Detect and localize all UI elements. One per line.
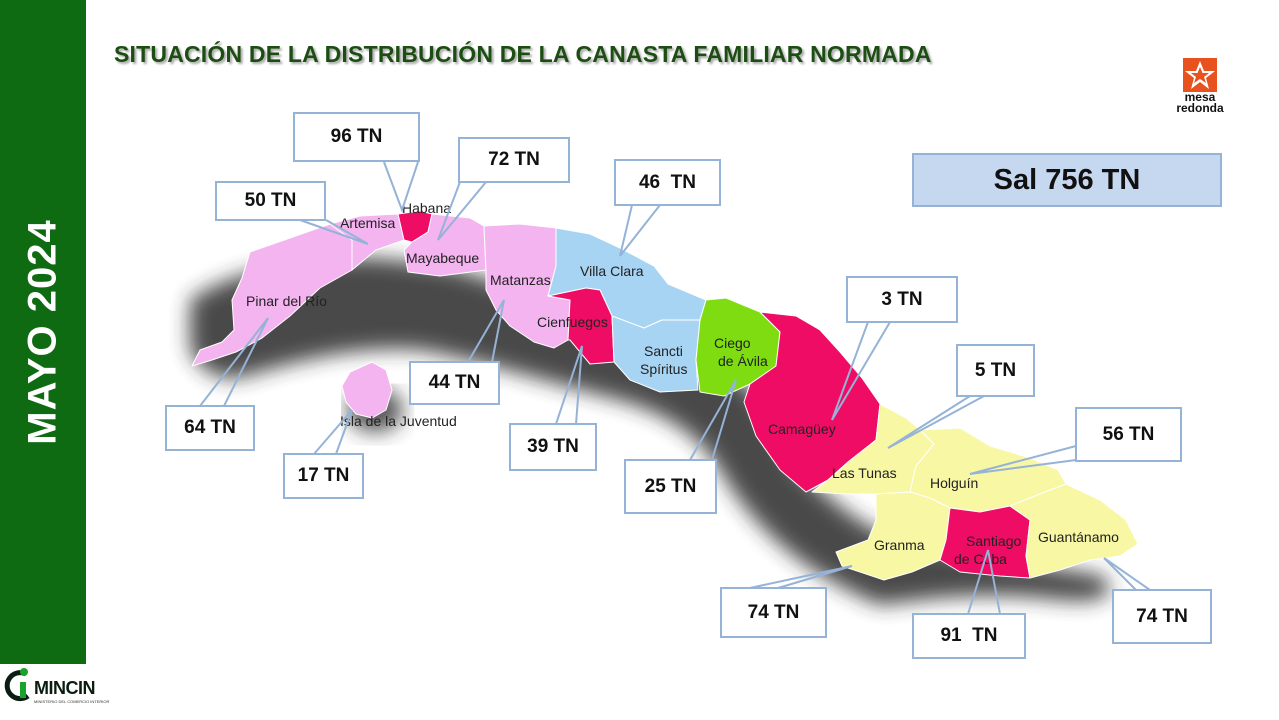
pointer-50 <box>299 219 369 245</box>
province-cienfuegos <box>547 287 615 365</box>
pointer-3 <box>831 321 891 421</box>
label-de-avila: de Ávila <box>718 353 768 369</box>
label-santiago: Santiago <box>966 533 1021 549</box>
callout-las-tunas: 5 TN <box>956 344 1035 397</box>
callout-isla-de-la-juventud: 17 TN <box>283 453 364 499</box>
pointer-74b <box>1103 557 1151 591</box>
province-granma <box>835 491 951 581</box>
page-title: SITUACIÓN DE LA DISTRIBUCIÓN DE LA CANAS… <box>114 41 932 67</box>
callout-cienfuegos: 39 TN <box>509 423 597 471</box>
label-habana: Habana <box>402 200 451 216</box>
label-mayabeque: Mayabeque <box>406 250 479 266</box>
logo-line1: mesa <box>1184 90 1216 104</box>
mincin-subtitle: MINISTERIO DEL COMERCIO INTERIOR <box>34 699 110 704</box>
province-artemisa <box>329 213 405 271</box>
label-spiritus: Spíritus <box>640 361 687 377</box>
label-ciego: Ciego <box>714 335 751 351</box>
callout-matanzas: 44 TN <box>409 361 500 405</box>
province-guantanamo <box>1009 483 1139 579</box>
pointer-17 <box>313 409 353 455</box>
pointer-74a <box>749 565 853 589</box>
label-de-cuba: de Cuba <box>954 551 1007 567</box>
label-camaguey: Camagüey <box>768 421 836 437</box>
mesa-redonda-logo: mesa redonda <box>1172 58 1228 116</box>
pointer-56 <box>969 445 1077 475</box>
label-holguin: Holguín <box>930 475 978 491</box>
map-shadow <box>190 257 1110 605</box>
callout-habana: 96 TN <box>293 112 420 162</box>
label-ciego-de-avila: Ciego de Ávila <box>714 335 768 369</box>
pointer-25 <box>689 379 737 461</box>
logo-line2: redonda <box>1176 101 1224 115</box>
label-granma: Granma <box>874 537 925 553</box>
label-sancti-spiritus: Sancti Spíritus <box>640 343 687 377</box>
mincin-logo: MINCIN MINISTERIO DEL COMERCIO INTERIOR <box>4 666 109 710</box>
callout-santiago-de-cuba: 91 TN <box>912 613 1026 659</box>
callout-holguin: 56 TN <box>1075 407 1182 462</box>
pointer-64 <box>199 317 269 407</box>
label-sancti: Sancti <box>644 343 683 359</box>
label-artemisa: Artemisa <box>340 215 395 231</box>
province-isla-de-la-juventud <box>341 361 393 419</box>
sidebar: MAYO 2024 <box>0 0 86 664</box>
callout-ciego-de-avila: 25 TN <box>624 459 717 514</box>
province-sancti-spiritus <box>611 315 701 393</box>
callout-pinar-del-rio: 64 TN <box>165 405 255 451</box>
callout-artemisa: 50 TN <box>215 181 326 221</box>
label-guantanamo: Guantánamo <box>1038 529 1119 545</box>
mincin-name: MINCIN <box>34 678 96 698</box>
label-villa-clara: Villa Clara <box>580 263 644 279</box>
pointer-5 <box>887 395 985 449</box>
label-matanzas: Matanzas <box>490 272 551 288</box>
label-pinar-del-rio: Pinar del Río <box>246 293 327 309</box>
callout-camaguey: 3 TN <box>846 276 958 323</box>
pointer-46 <box>619 204 661 257</box>
pointer-39 <box>555 345 583 425</box>
pointer-91 <box>967 549 1001 615</box>
label-santiago-de-cuba: Santiago de Cuba <box>954 533 1025 567</box>
province-mayabeque <box>403 213 487 277</box>
summary-box: Sal 756 TN <box>912 153 1222 207</box>
pointer-96 <box>383 161 419 213</box>
pointer-72 <box>437 181 487 241</box>
callout-villa-clara: 46 TN <box>614 159 721 206</box>
label-isla-de-la-juventud: Isla de la Juventud <box>340 413 457 429</box>
label-cienfuegos: Cienfuegos <box>537 314 608 330</box>
label-las-tunas: Las Tunas <box>832 465 897 481</box>
star-logo-icon <box>1183 58 1217 92</box>
mincin-emblem-icon <box>4 668 30 702</box>
callout-guantanamo: 74 TN <box>1112 589 1212 644</box>
pointer-44 <box>467 299 505 363</box>
callout-granma: 74 TN <box>720 587 827 638</box>
callout-mayabeque: 72 TN <box>458 137 570 183</box>
